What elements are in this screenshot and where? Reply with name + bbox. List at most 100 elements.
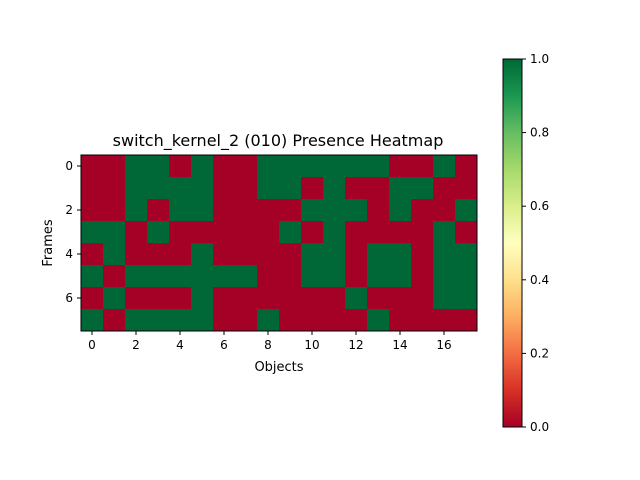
heatmap-cell xyxy=(367,309,390,332)
heatmap-cell xyxy=(169,221,192,244)
heatmap-cell xyxy=(81,199,104,222)
heatmap-cell xyxy=(389,221,412,244)
heatmap-cell xyxy=(213,309,236,332)
heatmap-cell xyxy=(235,177,258,200)
heatmap-cell xyxy=(213,177,236,200)
heatmap-cell xyxy=(301,243,324,266)
colorbar-tick-label: 0.8 xyxy=(530,126,549,140)
colorbar-tick-label: 0.2 xyxy=(530,346,549,360)
heatmap-cell xyxy=(147,155,170,178)
x-tick-label: 8 xyxy=(264,338,272,352)
heatmap-cell xyxy=(411,221,434,244)
heatmap-cell xyxy=(81,221,104,244)
heatmap-cell xyxy=(323,155,346,178)
heatmap-cell xyxy=(125,265,148,288)
heatmap-cell xyxy=(213,155,236,178)
x-tick-label: 14 xyxy=(392,338,407,352)
heatmap-cell xyxy=(301,177,324,200)
colorbar-tick-label: 0.4 xyxy=(530,273,549,287)
heatmap-cell xyxy=(279,287,302,310)
heatmap-cell xyxy=(235,221,258,244)
heatmap-cell xyxy=(345,287,368,310)
heatmap-cell xyxy=(389,199,412,222)
heatmap-cell xyxy=(191,243,214,266)
colorbar-tick-label: 1.0 xyxy=(530,52,549,66)
heatmap-cell xyxy=(389,309,412,332)
heatmap-cell xyxy=(301,199,324,222)
heatmap-cell xyxy=(169,155,192,178)
heatmap-cell xyxy=(169,287,192,310)
heatmap-cell xyxy=(147,287,170,310)
heatmap-cell xyxy=(455,199,478,222)
heatmap-cell xyxy=(279,309,302,332)
heatmap-cell xyxy=(257,199,280,222)
heatmap-cell xyxy=(279,221,302,244)
heatmap-cell xyxy=(279,265,302,288)
y-tick-label: 0 xyxy=(65,159,73,173)
heatmap-cell xyxy=(125,177,148,200)
heatmap-cell xyxy=(213,199,236,222)
heatmap-cell xyxy=(367,177,390,200)
heatmap-cell xyxy=(279,199,302,222)
heatmap-cell xyxy=(433,177,456,200)
heatmap-cell xyxy=(455,155,478,178)
heatmap-cell xyxy=(301,265,324,288)
heatmap-cell xyxy=(125,243,148,266)
heatmap-cell xyxy=(257,265,280,288)
heatmap-cell xyxy=(433,221,456,244)
heatmap-cell xyxy=(455,265,478,288)
heatmap-cell xyxy=(103,199,126,222)
heatmap-cell xyxy=(147,221,170,244)
x-tick-label: 10 xyxy=(304,338,319,352)
y-tick-label: 4 xyxy=(65,247,73,261)
heatmap-cell xyxy=(169,243,192,266)
heatmap-cell xyxy=(345,309,368,332)
heatmap-cell xyxy=(345,221,368,244)
heatmap-cell xyxy=(125,199,148,222)
heatmap-cell xyxy=(433,287,456,310)
heatmap-cell xyxy=(389,243,412,266)
heatmap-cell xyxy=(103,287,126,310)
heatmap-cell xyxy=(323,199,346,222)
heatmap-cell xyxy=(411,155,434,178)
heatmap-cell xyxy=(213,221,236,244)
x-tick-label: 6 xyxy=(220,338,228,352)
heatmap-cell xyxy=(411,287,434,310)
x-tick-label: 12 xyxy=(348,338,363,352)
heatmap-cell xyxy=(345,265,368,288)
heatmap-cell xyxy=(367,287,390,310)
x-tick-label: 4 xyxy=(176,338,184,352)
heatmap-cell xyxy=(191,309,214,332)
y-tick-label: 2 xyxy=(65,203,73,217)
heatmap-cell xyxy=(125,221,148,244)
heatmap-cell xyxy=(301,287,324,310)
heatmap-cell xyxy=(345,199,368,222)
y-axis-label: Frames xyxy=(41,219,56,267)
heatmap-cell xyxy=(81,265,104,288)
chart-title: switch_kernel_2 (010) Presence Heatmap xyxy=(113,131,444,151)
heatmap-cell xyxy=(147,243,170,266)
heatmap-cell xyxy=(411,199,434,222)
x-tick-label: 0 xyxy=(88,338,96,352)
heatmap-cell xyxy=(257,287,280,310)
heatmap-cell xyxy=(147,265,170,288)
heatmap-cell xyxy=(433,265,456,288)
heatmap-cell xyxy=(103,155,126,178)
heatmap-cell xyxy=(81,309,104,332)
heatmap-cell xyxy=(323,243,346,266)
heatmap-cell xyxy=(389,177,412,200)
heatmap-cell xyxy=(345,243,368,266)
heatmap-cell xyxy=(81,155,104,178)
x-axis-ticks: 0 2 4 6 8 10 12 14 16 xyxy=(88,331,452,352)
heatmap-cell xyxy=(411,177,434,200)
heatmap-cell xyxy=(235,287,258,310)
heatmap-cell xyxy=(125,287,148,310)
heatmap-cell xyxy=(455,287,478,310)
heatmap-cell xyxy=(323,265,346,288)
heatmap-cell xyxy=(279,177,302,200)
heatmap-cell xyxy=(103,177,126,200)
colorbar-ticks: 0.0 0.2 0.4 0.6 0.8 1.0 xyxy=(522,52,549,434)
heatmap-cell xyxy=(323,287,346,310)
heatmap-cell xyxy=(103,265,126,288)
